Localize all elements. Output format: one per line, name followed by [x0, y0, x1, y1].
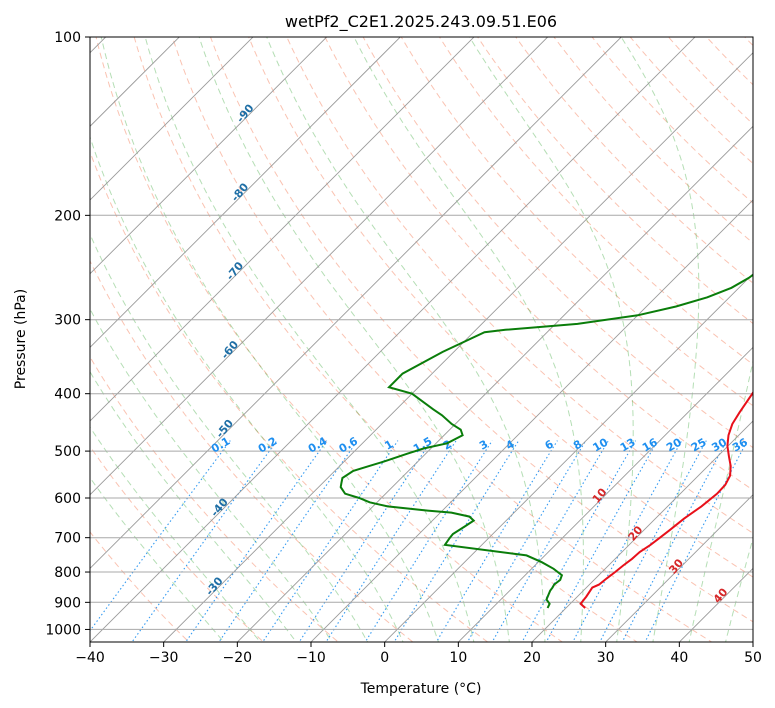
moist-adiabat [353, 37, 584, 642]
mixing-ratio-line [466, 440, 587, 642]
isotherm-line [90, 37, 328, 275]
isotherm-line [90, 37, 475, 422]
plot-frame [89, 36, 754, 643]
isotherm-line [605, 494, 753, 642]
y-tick-label: 800 [54, 565, 81, 581]
dry-adiabat [362, 37, 753, 449]
dry-adiabat [400, 37, 753, 407]
y-tick-label: 200 [54, 208, 81, 224]
moist-adiabat [90, 476, 225, 642]
isotherm-line [90, 37, 254, 201]
dry-adiabat [171, 37, 713, 642]
x-tick-label: 20 [523, 650, 541, 666]
dry-adiabat [591, 37, 753, 204]
y-tick-label: 700 [54, 531, 81, 547]
dry-adiabat [248, 37, 753, 578]
chart-title: wetPf2_C2E1.2025.243.09.51.E06 [285, 12, 557, 32]
dewpoint-line [339, 273, 753, 609]
x-tick-label: −10 [296, 650, 326, 666]
mixing-ratio-line [435, 440, 558, 642]
mixing-ratio-line [298, 440, 432, 642]
moist-adiabat [90, 370, 297, 642]
mixing-ratio-line [90, 440, 231, 632]
dry-adiabat [90, 356, 339, 642]
gridlines [90, 37, 753, 642]
y-tick-label: 600 [54, 491, 81, 507]
isotherm-line [90, 37, 401, 348]
y-tick-label: 100 [54, 30, 81, 46]
moist-adiabat [620, 37, 700, 642]
moist-adiabat [90, 232, 369, 642]
isotherm-line [310, 199, 753, 642]
isotherm-line [90, 37, 180, 127]
mixing-ratio-line [185, 440, 328, 642]
series-group [339, 273, 753, 609]
moist-adiabat [90, 135, 404, 642]
isotherm-line [531, 420, 753, 642]
x-tick-label: −20 [223, 650, 253, 666]
mixing-ratio-line [572, 440, 683, 642]
mixing-ratio-line [393, 440, 520, 642]
x-tick-label: 10 [449, 650, 467, 666]
dry-adiabat [90, 531, 190, 642]
dry-adiabat [286, 37, 753, 534]
moist-adiabat [90, 426, 261, 642]
moist-adiabat [725, 536, 753, 642]
y-axis-label: Pressure (hPa) [13, 289, 29, 389]
dry-adiabat [95, 37, 564, 642]
isotherm-line [90, 37, 549, 496]
mixing-ratio-line [545, 440, 659, 642]
isotherm-line [90, 37, 622, 570]
moist-adiabat [688, 358, 753, 642]
dry-adiabat [324, 37, 753, 491]
moist-adiabat [198, 37, 510, 642]
mixing-ratio-line [491, 440, 609, 642]
y-tick-label: 300 [54, 313, 81, 329]
y-tick-label: 1000 [45, 622, 81, 638]
moist-adiabat [266, 37, 546, 642]
x-axis: −40 −30 −20 −10 0 10 20 30 40 50 [75, 642, 762, 666]
x-axis-label: Temperature (°C) [360, 681, 482, 697]
dry-adiabat [553, 37, 753, 244]
isotherm-line [236, 125, 753, 642]
dry-adiabat [515, 37, 753, 284]
dry-adiabat [133, 37, 638, 642]
temperature-line [579, 390, 753, 609]
mixing-ratio-line [218, 440, 358, 642]
x-tick-label: 30 [597, 650, 615, 666]
isotherm-line [384, 273, 753, 642]
y-tick-label: 500 [54, 444, 81, 460]
x-tick-label: 40 [670, 650, 688, 666]
isotherm-line [163, 52, 753, 642]
y-tick-label: 900 [54, 595, 81, 611]
moist-adiabat [144, 37, 475, 642]
mixing-ratio-line [599, 440, 707, 642]
moist-adiabat [469, 37, 634, 642]
mixing-ratio-line [521, 440, 637, 642]
dry-adiabat [90, 259, 414, 642]
y-axis: 100 200 300 400 500 600 700 800 900 1000 [45, 30, 90, 638]
x-tick-label: 50 [744, 650, 762, 666]
x-tick-label: −40 [75, 650, 105, 666]
x-tick-label: −30 [149, 650, 179, 666]
y-tick-label: 400 [54, 387, 81, 403]
x-tick-label: 0 [380, 650, 389, 666]
isotherm-line [90, 37, 696, 642]
moist-adiabat [90, 308, 333, 642]
isotherm-line [457, 346, 753, 642]
